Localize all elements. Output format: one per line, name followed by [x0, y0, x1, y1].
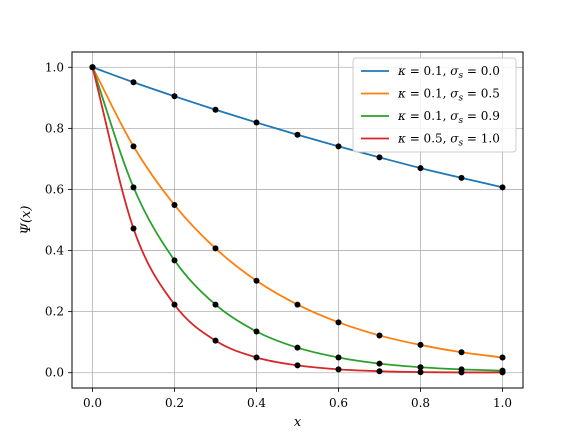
data-point-2: [130, 184, 137, 191]
data-point-0: [253, 119, 260, 126]
x-tick-label: 1.0: [493, 396, 512, 410]
legend-box: [352, 57, 517, 153]
data-point-0: [212, 106, 219, 113]
x-tick-label: 0.6: [329, 396, 348, 410]
data-point-0: [171, 93, 178, 100]
data-point-3: [458, 369, 465, 376]
data-point-3: [417, 369, 424, 376]
series-line-2: [91, 66, 503, 372]
legend-label: κ = 0.1, σs = 0.9: [397, 109, 500, 126]
data-point-0: [130, 79, 137, 86]
x-tick-label: 0.4: [247, 396, 266, 410]
y-tick-label: 0.6: [45, 182, 64, 196]
legend-label: κ = 0.1, σs = 0.0: [397, 64, 500, 81]
y-tick-label: 0.2: [45, 305, 64, 319]
y-tick-label: 0.0: [45, 366, 64, 380]
data-point-2: [212, 301, 219, 308]
data-point-0: [499, 184, 506, 191]
data-point-0: [417, 165, 424, 172]
data-point-1: [458, 349, 465, 356]
y-tick-label: 1.0: [45, 60, 64, 74]
axis-ticks: 0.0 0.2 0.4 0.6 0.8 1.0 0.0 0.2 0.4 0.6 0.8 1.0: [45, 60, 512, 410]
data-point-1: [499, 354, 506, 361]
data-point-1: [294, 301, 301, 308]
y-tick-label: 0.8: [45, 121, 64, 135]
data-point-3: [89, 64, 96, 71]
data-point-2: [171, 257, 178, 264]
legend-label: κ = 0.1, σs = 0.5: [397, 87, 500, 104]
data-point-3: [212, 337, 219, 344]
data-point-1: [253, 277, 260, 284]
data-point-3: [376, 368, 383, 375]
x-tick-label: 0.0: [83, 396, 102, 410]
data-point-3: [335, 366, 342, 373]
y-axis-label: Ψ(x): [19, 206, 34, 235]
data-point-1: [417, 341, 424, 348]
data-point-2: [294, 344, 301, 351]
plot-frame: [71, 51, 524, 389]
data-point-3: [130, 225, 137, 232]
data-point-3: [499, 369, 506, 376]
data-point-0: [376, 154, 383, 161]
data-point-0: [335, 143, 342, 150]
data-point-2: [253, 328, 260, 335]
data-point-1: [171, 202, 178, 209]
data-point-1: [212, 245, 219, 252]
data-point-1: [335, 319, 342, 326]
data-point-2: [417, 364, 424, 371]
data-point-2: [376, 360, 383, 367]
data-point-1: [130, 143, 137, 150]
data-point-3: [294, 362, 301, 369]
data-point-3: [253, 354, 260, 361]
x-tick-label: 0.2: [165, 396, 184, 410]
markers: [89, 64, 506, 376]
y-tick-label: 0.4: [45, 244, 64, 258]
data-point-1: [376, 332, 383, 339]
data-point-0: [294, 131, 301, 138]
x-tick-label: 0.8: [411, 396, 430, 410]
legend-label: κ = 0.5, σs = 1.0: [397, 132, 500, 149]
legend: κ = 0.1, σs = 0.0 κ = 0.1, σs = 0.5 κ = 0.…: [352, 57, 517, 153]
data-point-0: [458, 174, 465, 181]
data-point-2: [335, 354, 342, 361]
data-point-3: [171, 301, 178, 308]
series-line-3: [91, 67, 503, 374]
x-axis-label: x: [294, 415, 302, 430]
